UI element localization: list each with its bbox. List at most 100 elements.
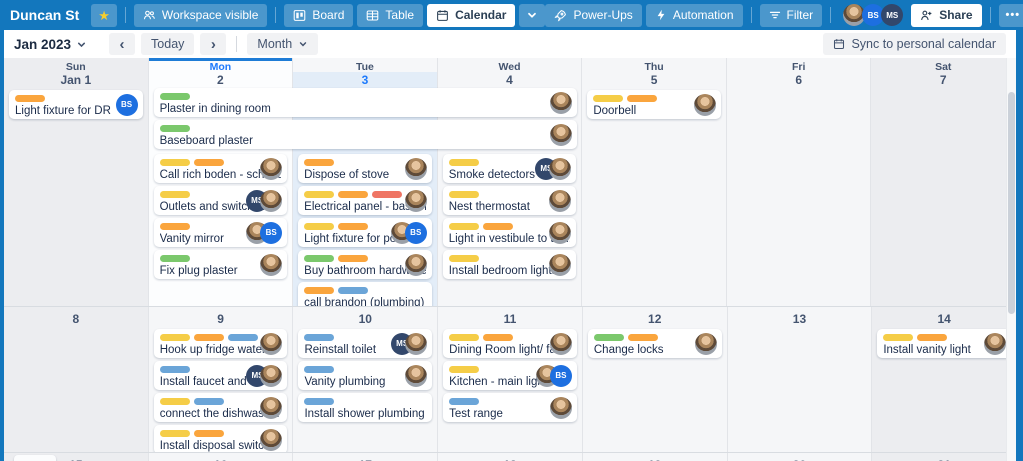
- day-cards: [876, 88, 1010, 90]
- label-orange: [159, 223, 190, 230]
- calendar-card[interactable]: Kitchen - main light f... BS: [443, 361, 577, 390]
- calendar-card[interactable]: Dining Room light/ fan: [443, 329, 577, 358]
- today-button[interactable]: Today: [141, 33, 195, 55]
- day-cell-15[interactable]: 15: [4, 453, 149, 461]
- day-cell-12[interactable]: 12 Change locks: [582, 307, 728, 452]
- view-table-button[interactable]: Table: [357, 3, 424, 27]
- calendar-card[interactable]: Doorbell: [587, 90, 721, 119]
- period-selector[interactable]: Jan 2023: [14, 37, 87, 52]
- calendar-card[interactable]: Install bedroom lights: [442, 250, 577, 279]
- view-switcher-chevron-button[interactable]: [519, 3, 546, 27]
- day-cell-21[interactable]: 21: [872, 453, 1016, 461]
- next-button[interactable]: ›: [200, 33, 227, 55]
- day-cell-20[interactable]: 20: [727, 453, 873, 461]
- day-cell-14[interactable]: 14 Install vanity light: [872, 307, 1016, 452]
- card-title: connect the dishwasher: [159, 408, 281, 420]
- more-button[interactable]: •••: [998, 3, 1023, 27]
- day-header: 17: [298, 453, 432, 461]
- day-cell-6[interactable]: Fri 6: [726, 58, 872, 306]
- day-cell-17[interactable]: 17: [293, 453, 439, 461]
- nav-avatar-bs[interactable]: BS: [862, 4, 885, 26]
- calendar-card[interactable]: Test range: [443, 393, 577, 422]
- day-cell-18[interactable]: 18: [438, 453, 583, 461]
- card-title: Dispose of stove: [304, 169, 390, 181]
- filter-button[interactable]: Filter: [759, 3, 823, 27]
- day-cards: Doorbell: [587, 88, 721, 119]
- card-avatars: [260, 332, 283, 355]
- label-blue: [304, 398, 335, 405]
- avatar-photo: [549, 189, 572, 212]
- card-title: Call rich boden - schedu...: [159, 169, 282, 181]
- nav-avatar-ms[interactable]: MS: [881, 4, 904, 26]
- calendar-card[interactable]: Light in vestibule to thir...: [442, 218, 577, 247]
- calendar-card[interactable]: Reinstall toilet MS: [298, 329, 433, 358]
- calendar-card[interactable]: Electrical panel - basem...: [298, 186, 432, 215]
- day-cards: [733, 327, 867, 329]
- calendar-card[interactable]: Light fixture for DR BS: [9, 90, 143, 119]
- day-cell-11[interactable]: 11 Dining Room light/ fan Kitchen - main l…: [438, 307, 583, 452]
- card-title: Fix plug plaster: [159, 265, 238, 277]
- calendar-card[interactable]: Light fixture for porch BS: [298, 218, 432, 247]
- calendar-card[interactable]: Vanity plumbing: [298, 361, 433, 390]
- day-cell-9[interactable]: 9 Hook up fridge water Install faucet and …: [148, 307, 294, 454]
- view-board-button[interactable]: Board: [284, 3, 354, 27]
- sync-button[interactable]: Sync to personal calendar: [823, 33, 1006, 55]
- day-cell-jan-1[interactable]: Sun Jan 1 Light fixture for DR BS: [4, 58, 149, 306]
- week-row: Sun Jan 1 Light fixture for DR BS Mon 2 Call r…: [4, 58, 1016, 311]
- card-avatars: [260, 428, 283, 451]
- day-cell-5[interactable]: Thu 5 Doorbell: [582, 58, 727, 306]
- calendar-card[interactable]: connect the dishwasher: [153, 393, 288, 422]
- day-number: 9: [217, 312, 224, 326]
- card-avatars: [549, 396, 572, 419]
- scrollbar-thumb[interactable]: [1008, 92, 1015, 314]
- calendar-card[interactable]: Install faucet and dis... MS: [153, 361, 288, 390]
- calendar-card[interactable]: Fix plug plaster: [153, 250, 288, 279]
- nav-avatar-photo[interactable]: [843, 4, 866, 26]
- label-yellow: [159, 430, 190, 437]
- day-cell-19[interactable]: 19: [582, 453, 728, 461]
- day-cards: Dining Room light/ fan Kitchen - main lig…: [443, 327, 577, 422]
- label-blue: [338, 287, 369, 294]
- calendar-card[interactable]: Vanity mirror BS: [153, 218, 288, 247]
- calendar-card[interactable]: Nest thermostat: [442, 186, 577, 215]
- calendar-card[interactable]: Baseboard plaster: [153, 120, 578, 149]
- card-title: Doorbell: [593, 105, 637, 117]
- calendar-card[interactable]: Plaster in dining room: [153, 88, 578, 117]
- power-ups-button[interactable]: Power-Ups: [545, 3, 642, 27]
- avatar-photo: [260, 157, 283, 180]
- view-mode-dropdown[interactable]: Month: [247, 33, 319, 55]
- avatar-photo: [260, 396, 283, 419]
- calendar-card[interactable]: Outlets and switches. MS: [153, 186, 288, 215]
- day-header: 21: [877, 453, 1011, 461]
- calendar-card[interactable]: Install disposal switch: [153, 425, 288, 454]
- day-name: Thu: [644, 61, 664, 73]
- day-cell-13[interactable]: 13: [727, 307, 873, 452]
- automation-button[interactable]: Automation: [645, 3, 743, 27]
- calendar-card[interactable]: Install shower plumbing fixtu...: [298, 393, 433, 422]
- share-button[interactable]: Share: [911, 3, 982, 27]
- calendar-card[interactable]: Dispose of stove: [298, 154, 432, 183]
- calendar-card[interactable]: Buy bathroom hardware: [298, 250, 432, 279]
- card-labels: [15, 95, 137, 102]
- calendar-card[interactable]: Hook up fridge water: [153, 329, 288, 358]
- workspace-visible-button[interactable]: Workspace visible: [133, 3, 268, 27]
- calendar-card[interactable]: Install vanity light: [877, 329, 1012, 358]
- day-cell-16[interactable]: 16: [148, 453, 294, 461]
- calendar-card[interactable]: Smoke detectors MS: [442, 154, 577, 183]
- calendar-card[interactable]: Change locks: [587, 329, 722, 358]
- label-yellow: [449, 334, 480, 341]
- star-button[interactable]: ★: [91, 3, 117, 27]
- prev-button[interactable]: ‹: [109, 33, 136, 55]
- day-cell-10[interactable]: 10 Reinstall toilet MS Vanity plumbing Insta…: [293, 307, 439, 452]
- view-calendar-button[interactable]: Calendar: [427, 3, 516, 27]
- day-cell-2[interactable]: Mon 2 Call rich boden - schedu... Outlets a…: [148, 58, 294, 306]
- calendar-card[interactable]: Call rich boden - schedu...: [153, 154, 288, 183]
- card-title: Vanity plumbing: [304, 376, 386, 388]
- day-cell-8[interactable]: 8: [4, 307, 149, 452]
- card-labels: [159, 334, 282, 341]
- day-cell-7[interactable]: Sat 7: [871, 58, 1016, 306]
- peek-card[interactable]: [14, 455, 56, 461]
- day-header: 16: [154, 453, 288, 461]
- card-title: Hook up fridge water: [159, 344, 266, 356]
